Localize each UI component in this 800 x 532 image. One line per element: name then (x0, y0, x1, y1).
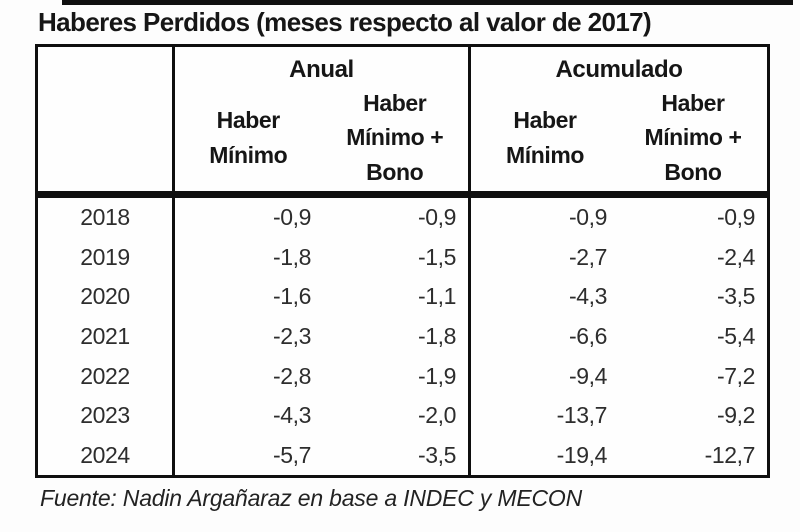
year-cell: 2023 (38, 395, 175, 436)
subheader-line: Mínimo + (644, 124, 742, 151)
year-cell: 2022 (38, 356, 175, 396)
value-cell: -9,4 (568, 362, 607, 389)
value-cell: -13,7 (556, 402, 608, 429)
value-cell: -7,2 (716, 362, 755, 389)
value-cell: -0,9 (568, 204, 607, 231)
source-note: Fuente: Nadin Argañaraz en base a INDEC … (40, 485, 582, 511)
subheader-anual-haber-minimo-bono: Haber Mínimo + Bono (322, 86, 469, 188)
value-cell: -5,4 (716, 323, 755, 350)
subheader-line: Haber (363, 90, 427, 117)
value-cell: -4,3 (568, 283, 607, 310)
subheader-line: Haber (513, 107, 577, 134)
subheader-row-anual: Haber Mínimo Haber Mínimo + Bono (175, 84, 468, 191)
subheader-line: Bono (366, 158, 424, 185)
value-cell: -3,5 (716, 283, 755, 310)
year-cell: 2020 (38, 277, 175, 317)
value-cell: -2,7 (568, 243, 607, 270)
year-cell: 2021 (38, 316, 175, 357)
value-cell: -12,7 (704, 441, 756, 468)
value-cell: -0,9 (323, 198, 471, 238)
value-cell: -2,8 (272, 362, 311, 389)
subheader-acumulado-haber-minimo-bono: Haber Mínimo + Bono (619, 86, 767, 188)
haberes-perdidos-table: Anual Haber Mínimo Haber Mínimo + Bono A… (35, 44, 770, 478)
value-cell: -1,8 (272, 243, 311, 270)
value-cell: -2,0 (323, 395, 471, 436)
value-cell: -1,5 (323, 237, 471, 278)
table-row-2024: 2024 -5,7 -3,5 -19,4 -12,7 (38, 435, 767, 476)
table-row-2020: 2020 -1,6 -1,1 -4,3 -3,5 (38, 277, 767, 317)
year-cell: 2019 (38, 237, 175, 278)
year-cell: 2018 (38, 198, 175, 238)
table-row-2022: 2022 -2,8 -1,9 -9,4 -7,2 (38, 356, 767, 396)
value-cell: -1,1 (323, 277, 471, 317)
subheader-line: Haber (216, 107, 281, 134)
top-divider-bar (62, 0, 793, 5)
page-title: Haberes Perdidos (meses respecto al valo… (38, 7, 652, 37)
subheader-row-acumulado: Haber Mínimo Haber Mínimo + Bono (471, 84, 767, 191)
value-cell: -2,3 (272, 323, 311, 350)
table-row-2023: 2023 -4,3 -2,0 -13,7 -9,2 (38, 395, 767, 436)
value-cell: -6,6 (568, 323, 607, 350)
value-cell: -3,5 (323, 435, 471, 476)
value-cell: -2,4 (716, 243, 755, 270)
subheader-line: Bono (664, 158, 722, 185)
subheader-anual-haber-minimo: Haber Mínimo (175, 103, 322, 171)
table-row-2019: 2019 -1,8 -1,5 -2,7 -2,4 (38, 237, 767, 278)
value-cell: -0,9 (272, 204, 311, 231)
subheader-line: Mínimo (505, 141, 585, 168)
value-cell: -1,8 (323, 316, 471, 357)
value-cell: -9,2 (716, 402, 755, 429)
table-row-2018: 2018 -0,9 -0,9 -0,9 -0,9 (38, 198, 767, 238)
value-cell: -1,6 (272, 283, 311, 310)
subheader-acumulado-haber-minimo: Haber Mínimo (471, 103, 619, 171)
group-title-acumulado: Acumulado (555, 56, 683, 83)
value-cell: -5,7 (272, 441, 311, 468)
column-group-anual: Anual Haber Mínimo Haber Mínimo + Bono (175, 47, 471, 191)
column-group-acumulado: Acumulado Haber Mínimo Haber Mínimo + Bo… (471, 47, 767, 191)
value-cell: -0,9 (716, 204, 755, 231)
value-cell: -4,3 (272, 402, 311, 429)
subheader-line: Mínimo + (346, 124, 444, 151)
value-cell: -19,4 (556, 441, 608, 468)
table-body: 2018 -0,9 -0,9 -0,9 -0,9 2019 -1,8 -1,5 … (38, 198, 767, 476)
group-title-anual: Anual (289, 56, 354, 83)
table-row-2021: 2021 -2,3 -1,8 -6,6 -5,4 (38, 316, 767, 357)
year-cell: 2024 (38, 435, 175, 476)
subheader-line: Haber (661, 90, 725, 117)
year-column-header-empty (38, 47, 175, 191)
value-cell: -1,9 (323, 356, 471, 396)
table-header: Anual Haber Mínimo Haber Mínimo + Bono A… (38, 47, 767, 198)
subheader-line: Mínimo (209, 141, 288, 168)
